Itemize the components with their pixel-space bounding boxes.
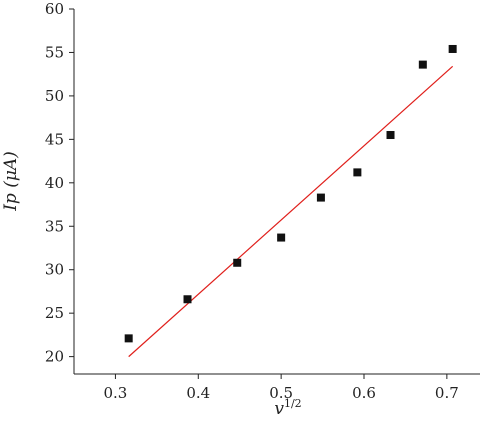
- data-point: [418, 60, 427, 69]
- data-point: [277, 233, 286, 242]
- data-point: [386, 131, 395, 140]
- y-tick-label: 20: [45, 348, 64, 366]
- x-axis-label-superscript: 1/2: [284, 397, 302, 410]
- y-tick-label: 60: [45, 0, 64, 18]
- data-point: [316, 193, 325, 202]
- y-tick-label: 40: [45, 174, 64, 192]
- y-tick-label: 30: [45, 261, 64, 279]
- y-tick-label: 25: [45, 304, 64, 322]
- x-axis-label-main: v: [274, 399, 284, 419]
- data-point: [124, 334, 133, 343]
- data-point: [233, 258, 242, 267]
- fit-line: [128, 65, 454, 358]
- x-tick-label: 0.3: [103, 384, 127, 402]
- x-tick-label: 0.7: [435, 384, 459, 402]
- data-point: [353, 168, 362, 177]
- data-points: [124, 44, 457, 343]
- x-axis-label: v1/2: [274, 397, 301, 419]
- y-tick-label: 45: [45, 130, 64, 148]
- y-tick-label: 55: [45, 43, 64, 61]
- x-tick-label: 0.6: [352, 384, 376, 402]
- data-point: [448, 44, 457, 53]
- fit-line-group: [128, 65, 454, 358]
- y-tick-label: 50: [45, 87, 64, 105]
- x-tick-label: 0.5: [269, 384, 293, 402]
- ticks: 0.3 0.4 0.5 0.6 0.7 20 25 30 35 40 45 50 55 60: [45, 0, 459, 402]
- x-tick-label: 0.4: [186, 384, 210, 402]
- y-axis-label: Ip (μA): [1, 151, 21, 212]
- y-tick-label: 35: [45, 217, 64, 235]
- data-point: [183, 295, 192, 304]
